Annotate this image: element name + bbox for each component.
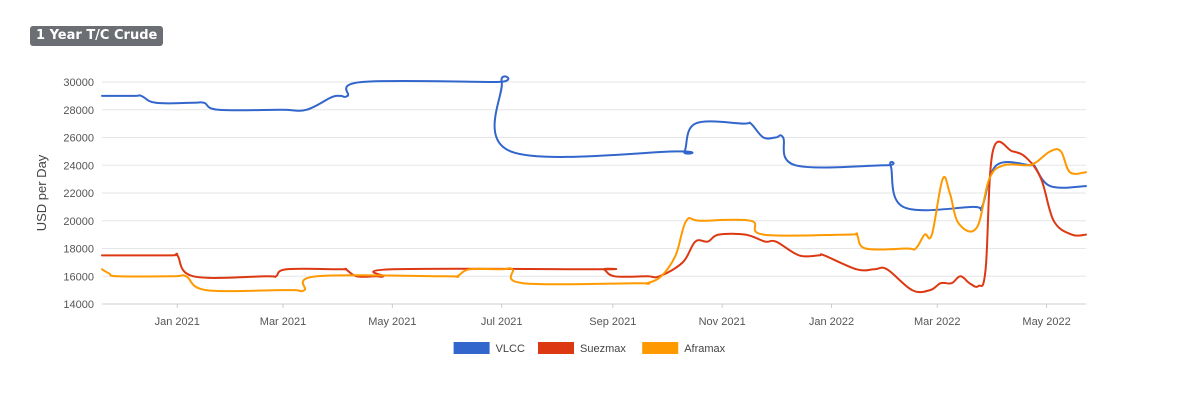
x-axis: Jan 2021 Mar 2021 May 2021 Jul 2021 Sep 2021… [155,304,1071,328]
x-tick-label: May 2021 [368,316,416,328]
y-tick-label: 24000 [63,160,94,172]
legend-label: Suezmax [580,343,626,355]
y-tick-label: 26000 [63,133,94,145]
y-tick-label: 28000 [63,105,94,117]
x-tick-label: Jan 2022 [809,316,854,328]
x-tick-label: Jan 2021 [155,316,200,328]
legend-item-aframax[interactable]: Aframax [642,342,726,355]
y-tick-label: 30000 [63,77,94,89]
x-tick-label: May 2022 [1022,316,1070,328]
series-line-suezmax [101,140,1087,294]
legend-item-suezmax[interactable]: Suezmax [538,342,626,355]
x-tick-label: Nov 2021 [699,316,746,328]
y-tick-label: 14000 [63,299,94,311]
y-tick-label: 18000 [63,244,94,256]
series-lines [101,75,1087,294]
legend-swatch [538,342,574,354]
series-line-aframax [101,148,1087,293]
y-axis-label: USD per Day [34,154,49,231]
x-tick-label: Sep 2021 [589,316,636,328]
legend-label: VLCC [496,343,525,355]
legend-label: Aframax [684,343,725,355]
y-axis: 14000 16000 18000 20000 22000 24000 26000 28000… [63,77,94,311]
x-tick-label: Mar 2022 [914,316,960,328]
series-line-vlcc [101,75,1087,212]
x-tick-label: Mar 2021 [260,316,306,328]
y-tick-label: 22000 [63,188,94,200]
legend[interactable]: VLCC Suezmax Aframax [453,342,726,355]
y-tick-label: 16000 [63,271,94,283]
x-tick-label: Jul 2021 [481,316,523,328]
y-tick-label: 20000 [63,216,94,228]
legend-swatch [642,342,679,354]
legend-item-vlcc[interactable]: VLCC [453,342,525,355]
chart-title: 1 Year T/C Crude [30,26,164,46]
legend-swatch [453,342,490,354]
grid-lines [102,81,1086,305]
